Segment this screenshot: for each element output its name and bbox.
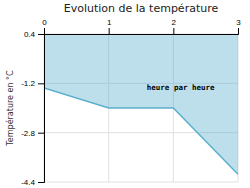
y-axis-label: Température en °C: [5, 70, 15, 147]
tick: 0: [42, 18, 47, 34]
tick-mark: [38, 34, 44, 35]
area: [44, 34, 238, 174]
tick-mark: [38, 182, 44, 183]
tick: -4.4: [21, 178, 44, 187]
tick-label: 0: [42, 18, 47, 27]
tick-mark: [109, 28, 110, 34]
marks: [44, 34, 238, 174]
tick: 3: [236, 18, 241, 34]
tick-mark: [173, 28, 174, 34]
chart: 0 1 2 3 0.4 -1.2 -2.8 -4.4 Evolution de la tempé…: [0, 0, 250, 188]
tick-label: -2.8: [21, 129, 35, 138]
tick-mark: [38, 133, 44, 134]
tick: -1.2: [21, 79, 44, 88]
x-axis: 0 1 2 3: [42, 18, 241, 35]
tick-mark: [44, 28, 45, 34]
tick-label: 1: [107, 18, 112, 27]
tick: 1: [107, 18, 112, 34]
grid-line-y: [44, 182, 238, 183]
title: Evolution de la température: [64, 2, 219, 15]
y-axis: 0.4 -1.2 -2.8 -4.4: [21, 30, 44, 187]
annotation: heure par heure: [147, 83, 215, 92]
tick-label: 3: [236, 18, 241, 27]
tick-label: 0.4: [24, 30, 36, 39]
line: [44, 88, 238, 174]
tick-label: -1.2: [21, 79, 35, 88]
tick-label: 2: [172, 18, 177, 27]
axis-domain: [45, 28, 239, 35]
tick-mark: [238, 28, 239, 34]
plot: 0 1 2 3 0.4 -1.2 -2.8 -4.4: [21, 18, 241, 187]
tick-label: -4.4: [21, 178, 35, 187]
tick: 2: [172, 18, 177, 34]
tick: -2.8: [21, 129, 44, 138]
axis-domain: [38, 35, 45, 183]
tick: 0.4: [24, 30, 44, 39]
grid: [44, 34, 238, 182]
tick-mark: [38, 83, 44, 84]
